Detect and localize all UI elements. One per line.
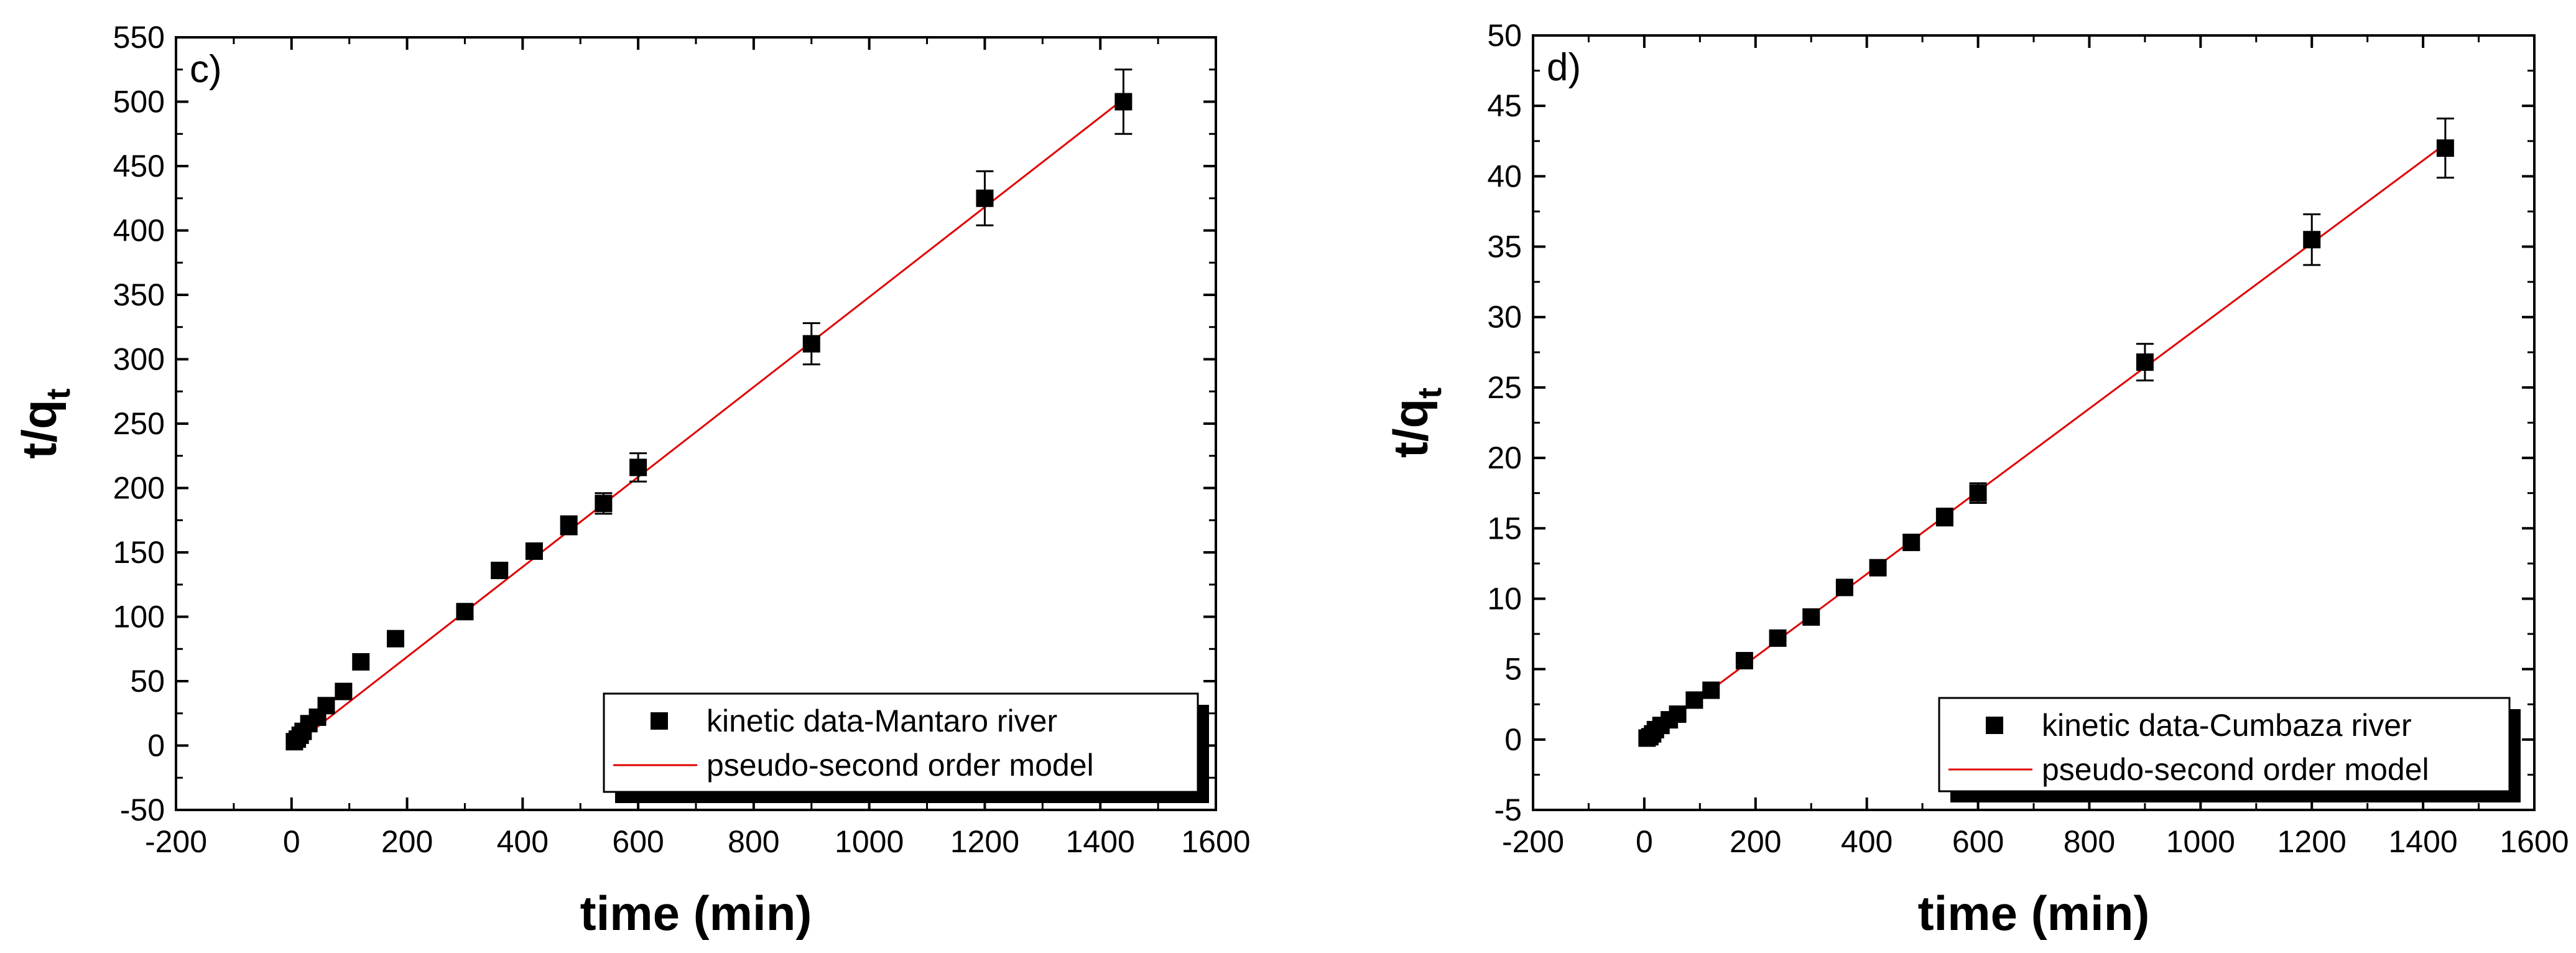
y-tick-label: 20 [1487,440,1522,475]
x-tick-label: 400 [497,824,549,859]
data-point [2303,231,2321,249]
x-tick-label: 1000 [835,824,904,859]
fit-line [290,98,1124,748]
data-point [2136,353,2154,371]
y-axis-title: t/qt [1383,388,1448,458]
legend-box [1938,697,2511,793]
data-point [1685,691,1703,709]
y-tick-label: -5 [1494,793,1522,827]
data-point [1114,93,1133,111]
legend-marker-points [651,712,668,730]
y-tick-label: 25 [1487,370,1522,405]
legend-label-points: kinetic data-Mantaro river [707,704,1057,738]
data-point [560,516,578,534]
y-tick-label: 50 [130,664,165,699]
y-tick-label: 550 [113,20,165,55]
y-tick-label: 10 [1487,581,1522,616]
data-point [595,495,613,513]
data-point [802,335,820,353]
y-tick-label: 45 [1487,88,1522,123]
legend-label-line: pseudo-second order model [707,748,1094,783]
plot-frame [1532,34,2536,811]
x-axis-title: time (min) [580,886,812,941]
data-point [976,189,994,207]
y-tick-label: 0 [1504,722,1522,757]
data-point [2436,139,2454,157]
y-tick-label: 150 [113,535,165,570]
y-tick-label: 350 [113,277,165,312]
legend-marker-points [1986,717,2003,734]
legend-label-points: kinetic data-Cumbaza river [2042,708,2412,743]
y-tick-label: 50 [1487,18,1522,53]
chart-panel-d: -200 0 200 400 600 800 1000 1200 1400 1600 -5 0 5 10 1… [1383,18,2569,941]
y-tick-label: 35 [1487,230,1522,264]
y-axis-title-main: t/q [1383,399,1438,458]
data-point [525,542,543,560]
panel-label: d) [1547,46,1581,89]
y-tick-label: 450 [113,149,165,184]
data-point [629,458,647,476]
data-point [456,603,474,621]
data-point [1902,533,1920,551]
data-point [1669,705,1687,723]
y-axis-title-subscript: t [1411,388,1448,399]
x-tick-label: 600 [612,824,664,859]
panel-label: c) [190,48,222,91]
y-tick-label: 300 [113,342,165,377]
x-tick-label: 0 [1636,824,1653,859]
data-point [1702,681,1720,699]
fit-line [1643,143,2446,741]
y-tick-label: 100 [113,600,165,635]
x-tick-label: 800 [2064,824,2115,859]
x-tick-label: 200 [381,824,433,859]
data-point [335,682,353,700]
x-tick-label: 0 [283,824,300,859]
y-tick-label: 400 [113,213,165,248]
y-tick-label: 500 [113,85,165,119]
x-tick-label: 1200 [2277,824,2347,859]
y-tick-label: 200 [113,471,165,506]
data-point [1735,652,1753,670]
data-point [1835,579,1853,597]
y-axis-title: t/qt [12,388,77,458]
data-point [352,653,370,671]
x-tick-label: 400 [1841,824,1893,859]
x-tick-label: 800 [728,824,779,859]
x-tick-label: -200 [145,824,207,859]
x-axis-title: time (min) [1918,886,2150,941]
x-tick-label: 600 [1952,824,2004,859]
y-tick-label: 15 [1487,511,1522,546]
data-point [1935,508,1953,526]
x-tick-label: 1400 [2388,824,2457,859]
legend-box [603,692,1199,793]
y-tick-label: 5 [1504,652,1522,687]
data-point [491,561,509,579]
legend-label-line: pseudo-second order model [2042,752,2429,787]
data-point [1769,629,1787,647]
y-tick-label: -50 [120,793,165,827]
data-point [1969,484,1987,502]
data-point [1869,559,1887,577]
y-axis-title-subscript: t [40,388,77,399]
x-tick-label: 1600 [2500,824,2569,859]
x-tick-label: 200 [1730,824,1781,859]
x-tick-label: -200 [1502,824,1564,859]
y-tick-label: 0 [147,728,165,763]
data-point [386,630,404,648]
y-tick-label: 30 [1487,300,1522,335]
y-tick-label: 250 [113,406,165,441]
chart-panel-c: -200 0 200 400 600 800 1000 1200 1400 1600 -50 0 50 1… [12,20,1251,941]
x-tick-label: 1400 [1066,824,1135,859]
data-point [1802,608,1820,626]
y-tick-label: 40 [1487,159,1522,193]
x-tick-label: 1000 [2166,824,2235,859]
data-point [317,697,335,715]
y-axis-title-main: t/q [12,399,67,458]
x-tick-label: 1600 [1181,824,1250,859]
x-tick-label: 1200 [950,824,1019,859]
